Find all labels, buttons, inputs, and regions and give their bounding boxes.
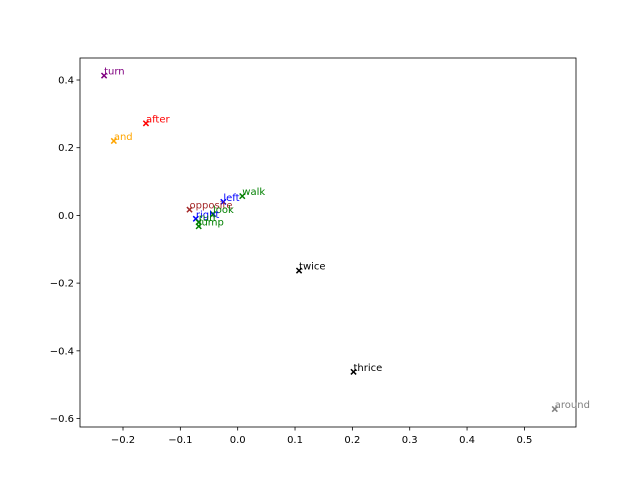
x-tick-label: −0.1 — [168, 435, 192, 446]
y-tick-label: −0.4 — [50, 346, 74, 357]
x-marker — [220, 198, 227, 206]
point-opposite: opposite — [186, 201, 233, 213]
x-marker — [186, 206, 193, 213]
point-label: around — [555, 400, 590, 411]
point-thrice: thrice — [350, 363, 383, 375]
point-label: walk — [242, 187, 265, 198]
point-twice: twice — [295, 262, 326, 274]
x-marker — [295, 267, 303, 274]
point-label: opposite — [190, 201, 233, 212]
x-marker — [110, 137, 117, 145]
point-around: around — [551, 400, 590, 413]
x-tick-label: 0.5 — [516, 435, 532, 446]
point-walk: walk — [239, 187, 265, 200]
x-marker — [209, 210, 217, 218]
y-tick-label: −0.2 — [50, 279, 74, 290]
point-turn: turn — [100, 67, 125, 79]
x-tick-label: −0.2 — [111, 435, 135, 446]
point-label: jump — [198, 217, 224, 228]
y-tick-label: 0.0 — [58, 211, 74, 222]
point-label: thrice — [354, 363, 383, 374]
x-tick-label: 0.0 — [230, 435, 246, 446]
x-marker — [195, 223, 202, 230]
point-label: and — [114, 132, 133, 143]
x-tick-label: 0.2 — [344, 435, 360, 446]
x-marker — [100, 72, 108, 79]
point-label: run — [199, 213, 216, 224]
x-axis: −0.2 −0.1 0.0 0.1 0.2 0.3 0.4 0.5 — [111, 427, 532, 446]
plot-area — [79, 57, 577, 428]
y-tick-label: 0.4 — [58, 76, 74, 87]
x-tick-label: 0.3 — [402, 435, 418, 446]
y-tick-label: −0.6 — [50, 414, 74, 425]
point-label: turn — [104, 67, 125, 78]
y-tick-label: 0.2 — [58, 143, 74, 154]
x-marker — [551, 405, 558, 413]
x-tick-label: 0.1 — [287, 435, 303, 446]
y-axis: 0.4 0.2 0.0 −0.2 −0.4 −0.6 — [50, 76, 80, 425]
data-points: turn after and walkleftoppositelookrightrun… — [100, 67, 590, 413]
point-look: look — [209, 205, 234, 218]
point-left: left — [220, 193, 240, 206]
point-label: twice — [299, 262, 326, 273]
x-tick-label: 0.4 — [459, 435, 475, 446]
point-and: and — [110, 132, 133, 145]
point-jump: jump — [195, 217, 224, 230]
x-marker — [142, 120, 150, 127]
x-marker — [350, 368, 357, 375]
x-marker — [239, 192, 246, 200]
point-label: after — [146, 114, 171, 125]
point-label: look — [213, 205, 234, 216]
point-label: left — [223, 193, 239, 204]
point-after: after — [142, 114, 171, 127]
point-label: right — [196, 210, 220, 221]
